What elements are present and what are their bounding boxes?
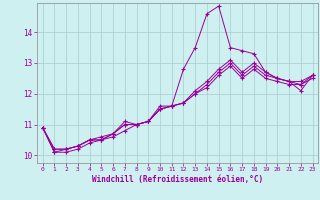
X-axis label: Windchill (Refroidissement éolien,°C): Windchill (Refroidissement éolien,°C): [92, 175, 263, 184]
